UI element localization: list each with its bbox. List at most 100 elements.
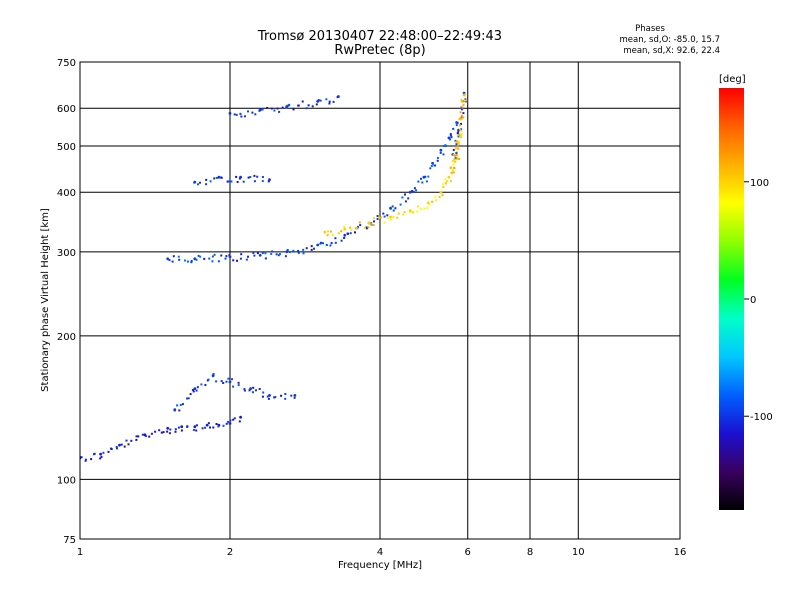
- trace-point: [166, 426, 170, 430]
- echo-point: [455, 124, 458, 127]
- echo-point: [311, 105, 314, 108]
- echo-point: [462, 116, 465, 119]
- echo-point: [382, 212, 385, 215]
- echo-point: [456, 156, 459, 159]
- echo-point: [455, 143, 458, 146]
- echo-point: [192, 429, 195, 431]
- trace-point: [268, 394, 271, 397]
- echo-point: [199, 255, 202, 258]
- echo-point: [284, 397, 287, 400]
- echo-point: [239, 112, 242, 115]
- echo-point: [227, 377, 230, 380]
- trace-point: [447, 136, 451, 140]
- y-tick-label: 300: [57, 248, 76, 259]
- echo-point: [358, 221, 361, 224]
- echo-point: [125, 439, 128, 442]
- echo-point: [310, 248, 313, 251]
- echo-point: [460, 99, 463, 102]
- trace-point: [217, 423, 221, 427]
- echo-point: [244, 115, 246, 118]
- echo-point: [213, 177, 216, 180]
- echo-point: [464, 99, 466, 102]
- echo-point: [228, 254, 231, 257]
- trace-point: [180, 425, 184, 429]
- x-axis-label: Frequency [MHz]: [338, 560, 422, 571]
- echo-point: [204, 384, 207, 386]
- echo-point: [455, 152, 458, 154]
- echo-point: [248, 389, 251, 392]
- echo-point: [383, 221, 386, 224]
- echo-point: [99, 457, 102, 460]
- echo-point: [452, 149, 455, 151]
- y-tick-label: 750: [57, 58, 76, 69]
- echo-point: [261, 252, 264, 254]
- echo-point: [116, 447, 118, 450]
- echo-point: [423, 207, 426, 210]
- trace-point: [143, 433, 147, 437]
- trace-point: [285, 250, 289, 254]
- echo-point: [330, 242, 333, 245]
- echo-point: [288, 103, 291, 106]
- echo-point: [277, 254, 280, 257]
- echo-point: [436, 157, 439, 159]
- echo-point: [144, 435, 147, 438]
- echo-point: [449, 180, 452, 183]
- echo-point: [196, 386, 199, 389]
- echo-point: [278, 110, 281, 113]
- echo-point: [456, 145, 459, 148]
- trace-point: [460, 100, 464, 103]
- echo-point: [328, 102, 331, 105]
- echo-point: [204, 426, 207, 429]
- trace-point: [217, 175, 221, 179]
- echo-point: [270, 107, 273, 110]
- echo-point: [399, 203, 402, 206]
- echo-point: [273, 396, 276, 399]
- echo-point: [457, 147, 460, 150]
- echo-point: [457, 142, 460, 145]
- echo-point: [332, 100, 335, 103]
- trace-point: [285, 105, 289, 108]
- echo-point: [331, 234, 334, 237]
- echo-point: [137, 435, 140, 438]
- echo-point: [292, 108, 295, 111]
- echo-point: [127, 443, 130, 446]
- echo-point: [226, 180, 229, 183]
- echo-point: [365, 227, 368, 230]
- echo-point: [337, 232, 340, 235]
- echo-point: [240, 115, 243, 118]
- echo-point: [404, 200, 407, 203]
- echo-point: [320, 241, 322, 244]
- echo-point: [376, 215, 379, 217]
- echo-point: [455, 144, 458, 147]
- echo-point: [281, 106, 284, 109]
- echo-point: [220, 380, 223, 383]
- trace-point: [258, 108, 262, 112]
- echo-point: [416, 210, 419, 213]
- trace-point: [193, 387, 197, 390]
- echo-point: [396, 216, 399, 219]
- trace-point: [316, 100, 320, 103]
- echo-point: [172, 255, 175, 258]
- echo-point: [207, 422, 210, 425]
- echo-point: [229, 419, 232, 422]
- echo-point: [181, 403, 184, 406]
- echo-point: [273, 109, 276, 112]
- echo-point: [387, 216, 390, 219]
- echo-point: [231, 378, 233, 381]
- x-tick-label: 10: [572, 547, 585, 558]
- echo-point: [411, 190, 414, 192]
- echo-point: [428, 203, 431, 206]
- echo-point: [254, 113, 257, 116]
- colorbar-tick-label: -100: [750, 412, 773, 423]
- echo-point: [171, 260, 174, 263]
- y-tick-label: 100: [57, 475, 76, 486]
- echo-point: [310, 245, 313, 248]
- echo-point: [415, 189, 418, 192]
- echo-point: [455, 154, 458, 156]
- echo-point: [297, 104, 300, 107]
- echo-point: [251, 111, 254, 114]
- echo-point: [236, 181, 239, 183]
- echo-point: [195, 389, 198, 392]
- echo-point: [205, 183, 208, 186]
- echo-point: [197, 183, 199, 186]
